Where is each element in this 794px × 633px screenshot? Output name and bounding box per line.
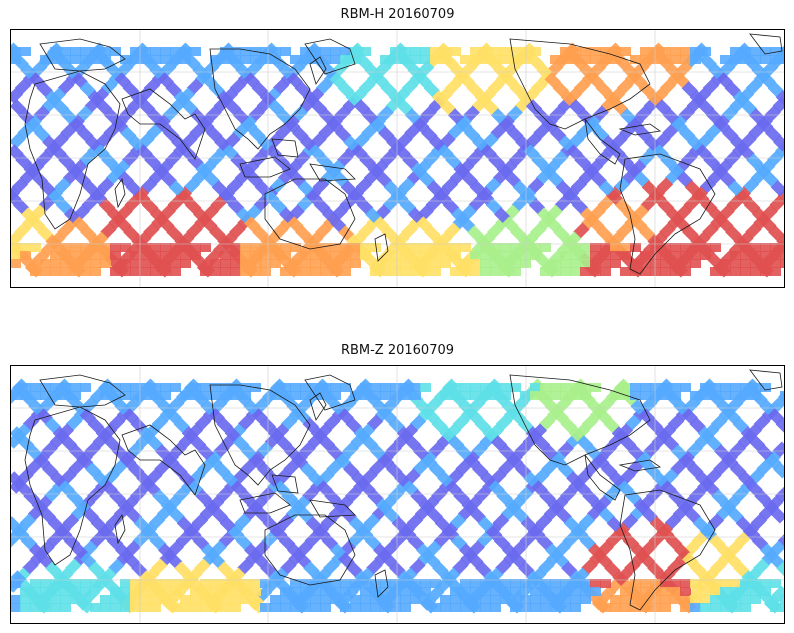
coastlines-rbm-z <box>24 369 783 611</box>
map-panel-rbm-z <box>10 365 785 624</box>
map-title-rbm-z: RBM-Z 20160709 <box>340 343 455 358</box>
map-panel-rbm-h <box>10 29 785 288</box>
map-title-rbm-h: RBM-H 20160709 <box>340 7 455 22</box>
grid-lines-rbm-z <box>10 365 785 624</box>
satellite-swaths-rbm-h <box>10 42 785 278</box>
coastlines-rbm-h <box>24 33 783 275</box>
map-frame-rbm-z <box>10 365 785 624</box>
map-frame-rbm-h <box>10 29 785 288</box>
satellite-swaths-rbm-z <box>10 378 785 614</box>
